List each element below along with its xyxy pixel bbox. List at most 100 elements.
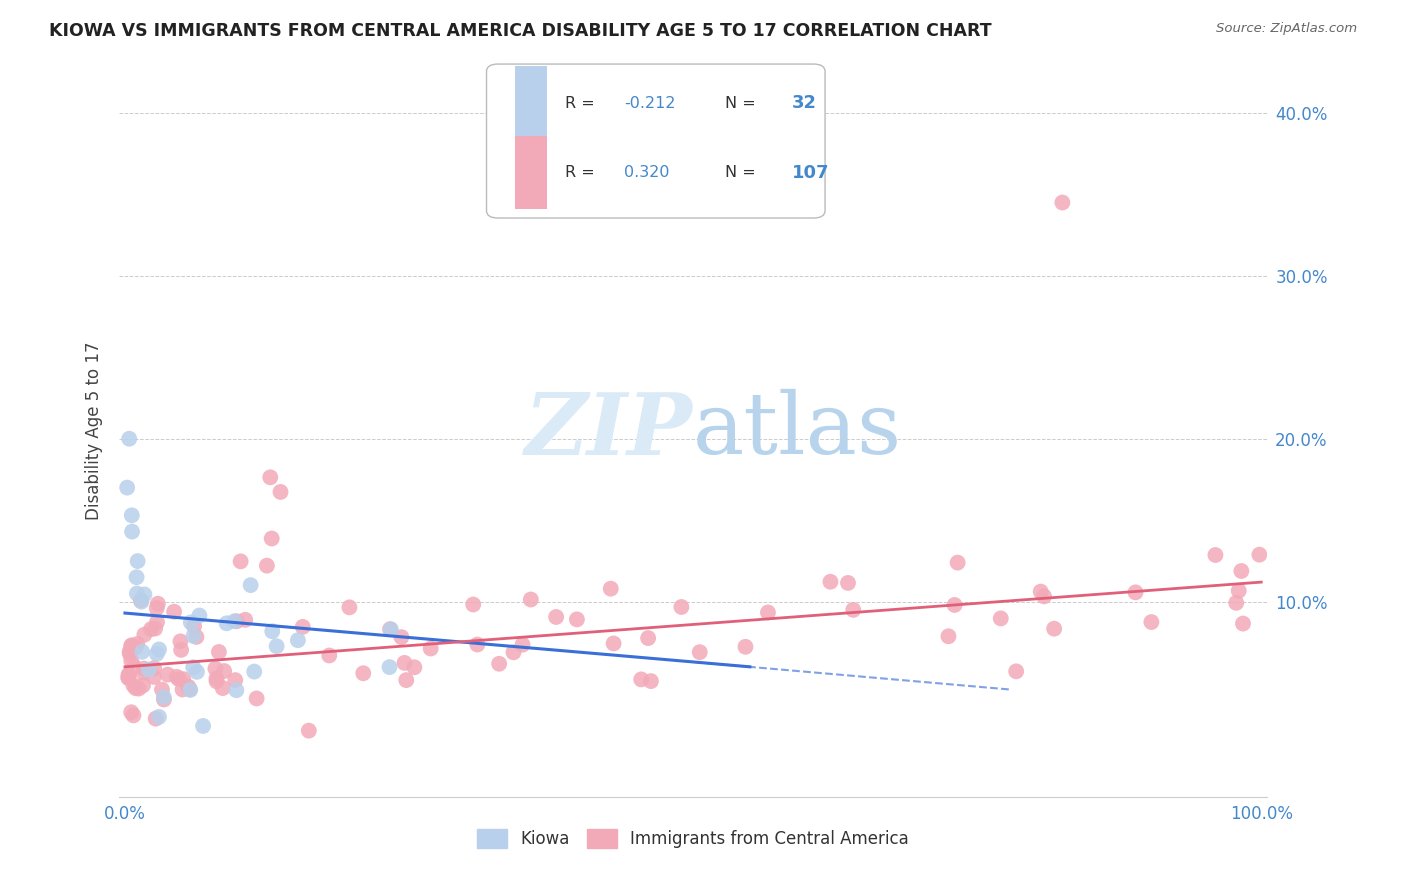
Point: [124, 640, 146, 655]
Point: [990, 611, 1012, 625]
Point: [153, 690, 176, 705]
Point: [143, 661, 166, 675]
Point: [467, 638, 489, 652]
Point: [120, 640, 142, 654]
FancyBboxPatch shape: [486, 64, 825, 218]
Point: [246, 691, 269, 706]
Point: [565, 612, 588, 626]
Point: [298, 723, 321, 738]
Point: [127, 637, 149, 651]
Y-axis label: Disability Age 5 to 17: Disability Age 5 to 17: [86, 342, 103, 520]
Point: [419, 641, 441, 656]
Point: [183, 619, 205, 633]
Point: [224, 614, 246, 628]
Point: [125, 681, 148, 696]
Point: [115, 481, 138, 495]
Point: [734, 640, 756, 654]
Point: [211, 681, 233, 695]
Point: [118, 668, 141, 682]
Text: ZIP: ZIP: [526, 389, 693, 473]
Point: [404, 660, 426, 674]
Point: [391, 630, 413, 644]
Point: [145, 601, 167, 615]
Point: [259, 470, 281, 484]
Point: [117, 671, 139, 685]
Point: [837, 575, 859, 590]
Point: [172, 682, 194, 697]
Point: [630, 673, 652, 687]
FancyBboxPatch shape: [515, 136, 547, 210]
Text: 0.320: 0.320: [624, 165, 669, 180]
Point: [270, 485, 292, 500]
Point: [225, 683, 247, 698]
Point: [287, 633, 309, 648]
Point: [1125, 585, 1147, 599]
Point: [395, 673, 418, 687]
Point: [163, 605, 186, 619]
Point: [1249, 548, 1271, 562]
Point: [229, 554, 252, 568]
Point: [204, 662, 226, 676]
Point: [186, 630, 208, 644]
Point: [671, 599, 693, 614]
Text: -0.212: -0.212: [624, 95, 676, 111]
Point: [145, 712, 167, 726]
Point: [266, 639, 288, 653]
Point: [170, 643, 193, 657]
Point: [132, 665, 155, 680]
Point: [121, 638, 143, 652]
Point: [260, 532, 283, 546]
Point: [121, 508, 143, 523]
Point: [139, 622, 162, 636]
Point: [121, 524, 143, 539]
Point: [191, 719, 214, 733]
Point: [129, 593, 152, 607]
Point: [118, 432, 141, 446]
Point: [125, 570, 148, 584]
Point: [1204, 548, 1226, 562]
Point: [378, 622, 401, 636]
Point: [256, 558, 278, 573]
Point: [127, 554, 149, 568]
Point: [122, 708, 145, 723]
Point: [1052, 195, 1074, 210]
Point: [166, 670, 188, 684]
Point: [394, 656, 416, 670]
Point: [233, 613, 256, 627]
Point: [842, 603, 865, 617]
Point: [146, 647, 169, 661]
Legend: Kiowa, Immigrants from Central America: Kiowa, Immigrants from Central America: [471, 822, 915, 855]
Point: [125, 586, 148, 600]
Point: [938, 629, 960, 643]
Point: [943, 598, 966, 612]
Point: [132, 678, 155, 692]
Point: [318, 648, 340, 663]
Point: [640, 674, 662, 689]
Point: [1140, 615, 1163, 629]
Point: [169, 634, 191, 648]
Point: [546, 610, 568, 624]
Point: [132, 662, 155, 676]
Point: [378, 660, 401, 674]
Point: [186, 665, 208, 679]
Text: R =: R =: [565, 165, 599, 180]
Point: [225, 614, 247, 628]
Point: [1232, 616, 1254, 631]
Point: [117, 670, 139, 684]
Point: [205, 674, 228, 689]
Point: [1227, 583, 1250, 598]
Point: [1005, 665, 1028, 679]
Point: [148, 710, 170, 724]
Point: [520, 592, 543, 607]
Point: [208, 645, 231, 659]
Point: [502, 645, 524, 659]
Point: [172, 672, 194, 686]
Point: [179, 682, 201, 697]
Point: [599, 582, 621, 596]
Point: [1033, 590, 1056, 604]
Point: [339, 600, 361, 615]
Point: [177, 680, 200, 694]
Point: [120, 705, 142, 719]
Point: [120, 654, 142, 668]
Point: [262, 624, 284, 639]
